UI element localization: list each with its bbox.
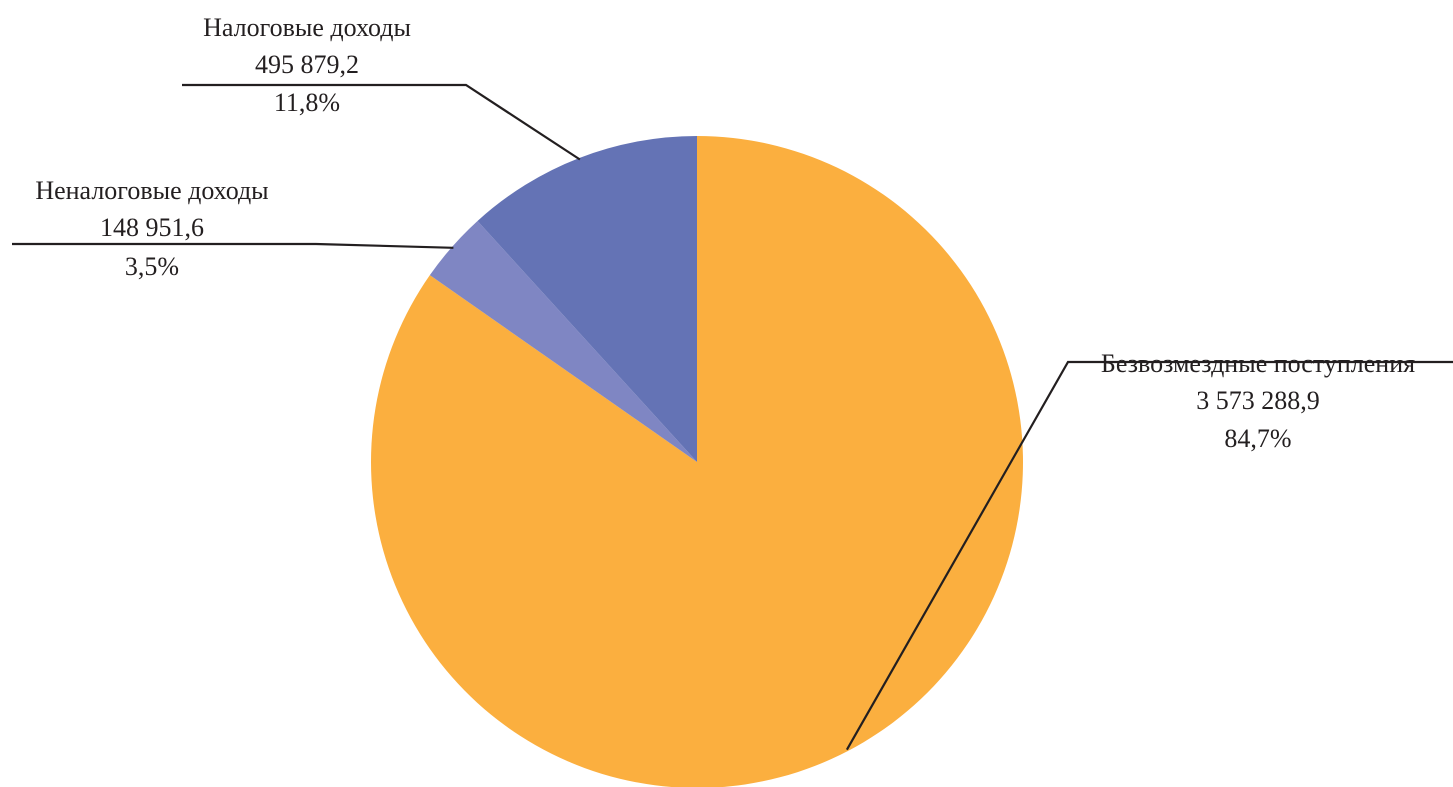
slice-label-value-1: 148 951,6 <box>100 213 204 242</box>
leader-lines <box>12 83 1453 751</box>
label-group-2: Налоговые доходы 495 879,2 11,8% <box>203 13 411 117</box>
slice-label-name-0: Безвозмездные поступления <box>1101 349 1415 378</box>
leader-line-1 <box>12 242 454 249</box>
pie-slice-2 <box>477 136 697 462</box>
slice-label-value-0: 3 573 288,9 <box>1196 386 1320 415</box>
leader-line-0 <box>845 360 1453 751</box>
slice-label-percent-1: 3,5% <box>125 252 179 281</box>
slice-label-percent-0: 84,7% <box>1224 424 1291 453</box>
label-group-0: Безвозмездные поступления 3 573 288,9 84… <box>1101 349 1415 453</box>
slice-label-percent-2: 11,8% <box>274 88 340 117</box>
slice-label-name-1: Неналоговые доходы <box>35 176 268 205</box>
leader-line-2 <box>182 83 581 161</box>
pie-slice-1 <box>429 220 697 462</box>
slice-label-name-2: Налоговые доходы <box>203 13 411 42</box>
label-group-1: Неналоговые доходы 148 951,6 3,5% <box>35 176 268 281</box>
slice-label-value-2: 495 879,2 <box>255 50 359 79</box>
pie-slices <box>371 136 1023 787</box>
pie-slice-0 <box>371 136 1023 787</box>
